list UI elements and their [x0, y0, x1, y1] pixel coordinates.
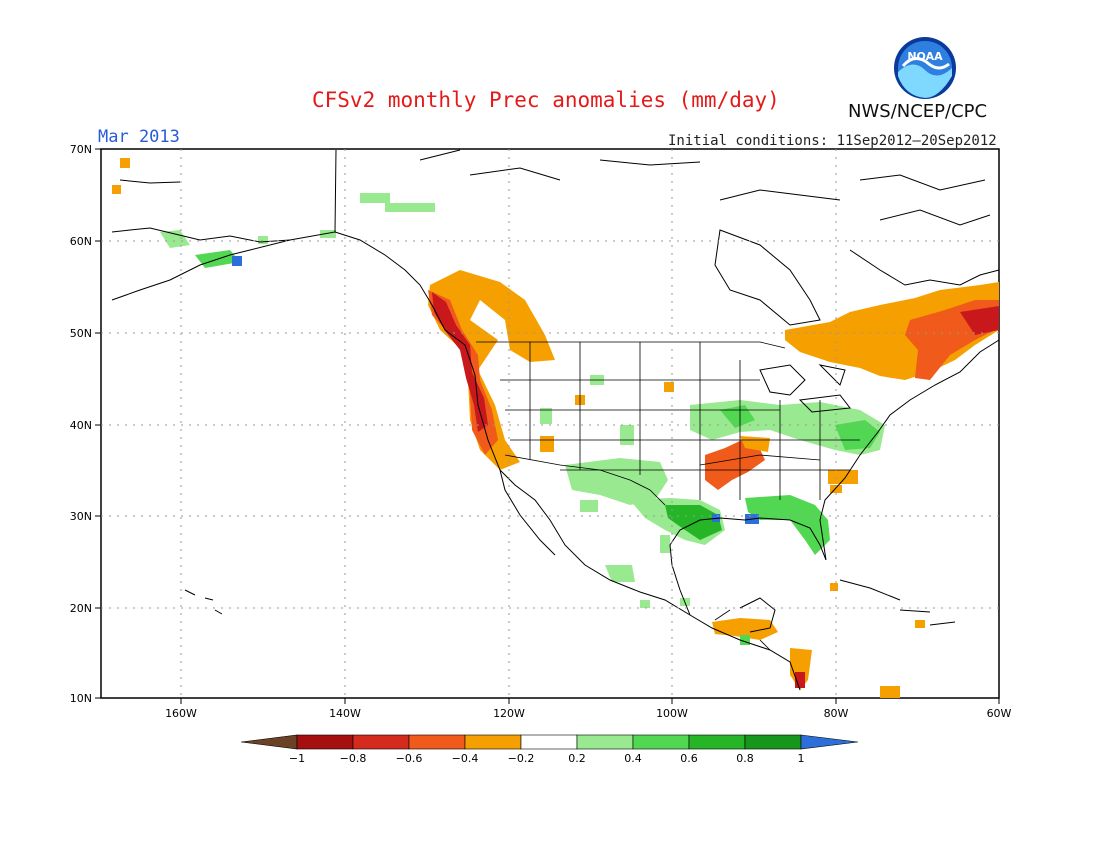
dry-anomaly-coast-strong	[428, 290, 498, 455]
colorbar-swatch	[352, 734, 410, 750]
wet-anomaly-central-mexico	[605, 565, 635, 582]
coastline-west-coast	[334, 231, 801, 691]
colorbar-swatch	[632, 734, 690, 750]
dry-anomaly-coast-core	[432, 292, 488, 432]
lat-label: 20N	[70, 602, 92, 615]
colorbar-label: 0.2	[568, 752, 586, 765]
extreme-wet-alaska	[232, 256, 242, 266]
dry-anomaly-eastern-canada-strong	[905, 300, 999, 380]
lon-label: 80W	[824, 707, 849, 720]
colorbar-swatch	[408, 734, 466, 750]
dry-anomaly-eastern-canada	[785, 282, 999, 380]
dry-anomaly-southeast-edge	[740, 436, 770, 452]
wet-anomaly-gulf-coast	[665, 505, 722, 540]
colorbar-swatch	[576, 734, 634, 750]
anomaly-shading	[112, 158, 999, 698]
dry-anomaly-central-america	[712, 618, 778, 640]
map-title: CFSv2 monthly Prec anomalies (mm/day)	[312, 88, 780, 112]
colorbar-swatch	[688, 734, 746, 750]
graticule	[101, 149, 999, 698]
agency-label: NWS/NCEP/CPC	[848, 101, 988, 122]
wet-anomaly-southeast-coast	[745, 495, 830, 555]
coastline-hudson-bay	[714, 229, 821, 326]
lon-label: 120W	[493, 707, 525, 720]
extreme-wet-louisiana	[745, 514, 759, 524]
lon-label: 140W	[329, 707, 361, 720]
extreme-wet-texas-coast	[712, 514, 720, 522]
colorbar-high-arrow	[800, 734, 859, 750]
colorbar-swatch	[296, 734, 354, 750]
us-mexico-border	[504, 454, 666, 506]
dry-anomaly-central-america-south	[790, 648, 812, 690]
colorbar-label: −0.2	[508, 752, 535, 765]
us-canada-border	[476, 341, 786, 349]
colorbar-label: −0.4	[452, 752, 479, 765]
lat-label: 70N	[70, 143, 92, 156]
wet-anomaly-midwest	[690, 400, 885, 455]
coastline-gulf	[669, 339, 1000, 616]
colorbar-low-arrow	[240, 734, 298, 750]
colorbar-swatch	[464, 734, 522, 750]
colorbar-label: −1	[289, 752, 305, 765]
wet-anomaly-southwest	[565, 458, 668, 505]
axis-ticks	[95, 148, 1000, 704]
lon-label: 160W	[165, 707, 197, 720]
initial-conditions: Initial conditions: 11Sep2012–20Sep2012	[668, 133, 997, 149]
colorbar-label: 0.8	[736, 752, 754, 765]
wet-anomaly-southern-plains	[630, 498, 725, 545]
latitude-labels: 70N 60N 50N 40N 30N 20N 10N	[70, 143, 92, 705]
lon-label: 100W	[656, 707, 688, 720]
colorbar-label: −0.6	[396, 752, 423, 765]
dry-anomaly-eastern-canada-core	[960, 306, 999, 335]
political-borders	[476, 341, 860, 651]
dry-anomaly-southeast	[705, 440, 765, 490]
colorbar-label: −0.8	[340, 752, 367, 765]
lon-label: 60W	[987, 707, 1012, 720]
lat-label: 10N	[70, 692, 92, 705]
forecast-month: Mar 2013	[98, 127, 180, 147]
wet-anomaly-mid-atlantic	[835, 420, 880, 450]
longitude-labels: 160W 140W 120W 100W 80W 60W	[165, 707, 1011, 720]
wet-anomaly-alaska	[160, 230, 190, 248]
wet-anomaly-alaska-peninsula	[195, 250, 240, 268]
lat-label: 40N	[70, 419, 92, 432]
great-lakes	[759, 364, 851, 413]
logo-text: NOAA	[907, 50, 943, 63]
colorbar-swatch	[520, 734, 578, 750]
colorbar-swatch	[744, 734, 802, 750]
coastlines	[111, 149, 1000, 691]
wet-anomaly-ohio-valley	[720, 405, 755, 428]
dry-anomaly-west-coast	[428, 270, 555, 470]
colorbar	[240, 734, 859, 750]
noaa-logo: NOAA	[894, 37, 956, 99]
colorbar-label: 1	[798, 752, 805, 765]
coastline-baja	[499, 469, 556, 556]
lat-label: 60N	[70, 235, 92, 248]
map-frame	[100, 148, 1000, 699]
coastline-alaska	[111, 149, 337, 301]
lat-label: 30N	[70, 510, 92, 523]
colorbar-labels: −1 −0.8 −0.6 −0.4 −0.2 0.2 0.4 0.6 0.8 1	[289, 752, 805, 765]
lat-label: 50N	[70, 327, 92, 340]
colorbar-label: 0.4	[624, 752, 642, 765]
colorbar-label: 0.6	[680, 752, 698, 765]
